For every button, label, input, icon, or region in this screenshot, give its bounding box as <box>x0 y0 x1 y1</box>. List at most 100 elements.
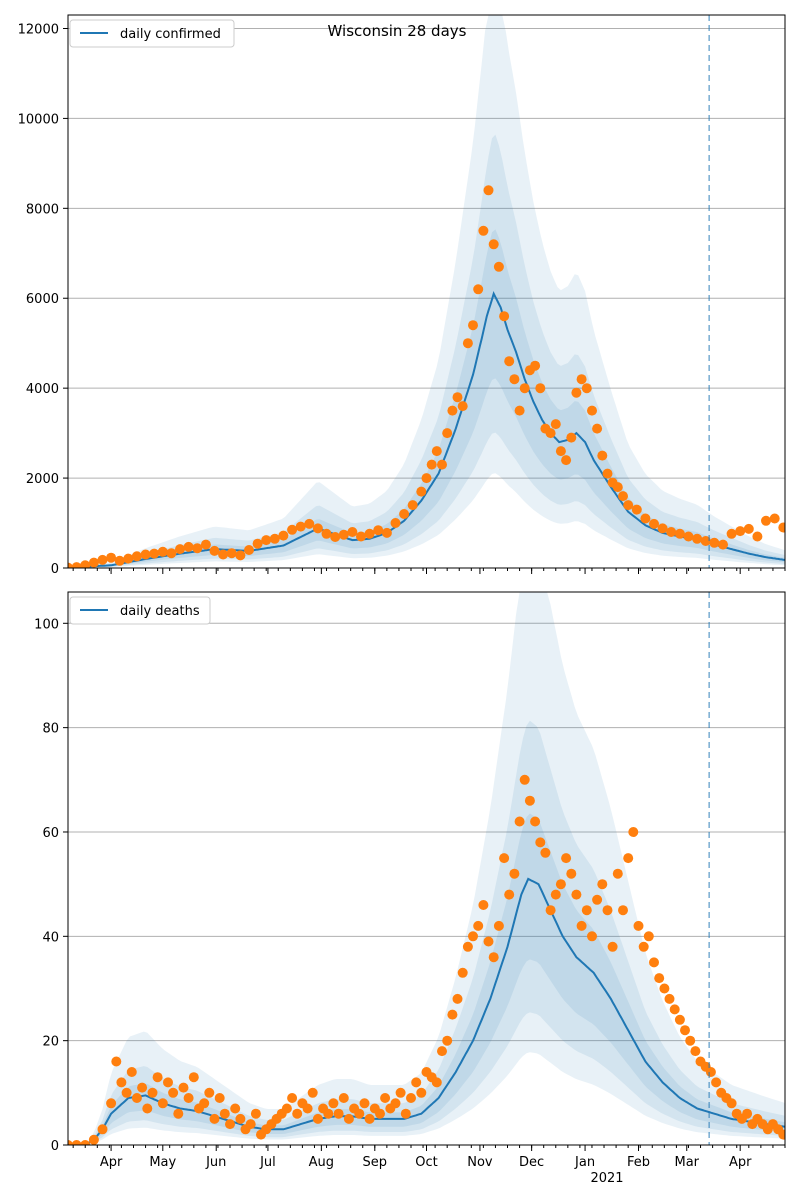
confirmed-observed-point <box>407 500 418 511</box>
deaths-observed-point <box>550 889 561 900</box>
confirmed-ytick-label: 12000 <box>18 22 59 37</box>
deaths-observed-point <box>493 920 504 931</box>
confirmed-observed-point <box>752 531 763 542</box>
confirmed-observed-point <box>71 562 82 568</box>
confirmed-x-ticks <box>72 568 786 574</box>
confirmed-observed-point <box>131 551 142 562</box>
confirmed-observed-point <box>381 527 392 538</box>
deaths-observed-point <box>705 1067 716 1077</box>
confirmed-observed-point <box>140 549 151 560</box>
month-label: Feb <box>627 1155 650 1170</box>
deaths-observed-point <box>674 1014 685 1025</box>
deaths-observed-point <box>483 936 494 947</box>
deaths-observed-point <box>406 1093 416 1103</box>
confirmed-observed-point <box>330 532 341 542</box>
deaths-x-ticks <box>72 1145 786 1151</box>
confirmed-observed-point <box>618 491 628 502</box>
confirmed-ytick-label: 0 <box>51 562 59 577</box>
confirmed-observed-point <box>519 383 530 394</box>
confirmed-observed-point <box>592 423 603 434</box>
confirmed-observed-point <box>218 549 229 560</box>
confirmed-observed-point <box>462 338 473 349</box>
confirmed-y-ticks: 0 2000 4000 6000 8000 10000 12000 <box>18 22 68 577</box>
deaths-observed-point <box>473 920 484 931</box>
deaths-observed-point <box>654 973 665 984</box>
deaths-observed-point <box>488 952 499 963</box>
deaths-observed-point <box>555 879 566 890</box>
month-labels: Apr May Jun Jul Aug Sep Oct Nov Dec Jan Feb Mar Apr <box>100 1155 752 1170</box>
confirmed-observed-point <box>295 521 306 532</box>
deaths-band-2 <box>68 813 785 1145</box>
deaths-observed-point <box>535 837 546 848</box>
confirmed-ytick-label: 6000 <box>26 292 59 307</box>
deaths-observed-point <box>618 905 628 916</box>
deaths-observed-point <box>411 1077 422 1088</box>
confirmed-observed-point <box>602 468 613 479</box>
deaths-observed-point <box>225 1119 235 1130</box>
deaths-observed-point <box>126 1067 137 1077</box>
deaths-observed-point <box>628 827 639 837</box>
deaths-observed-point <box>302 1103 313 1114</box>
confirmed-observed-point <box>649 518 659 529</box>
deaths-y-ticks: 0 20 40 60 80 100 <box>34 617 68 1154</box>
confirmed-observed-point <box>373 525 384 536</box>
deaths-observed-point <box>111 1056 122 1067</box>
deaths-observed-point <box>540 847 551 858</box>
deaths-observed-point <box>597 879 608 890</box>
deaths-observed-point <box>219 1108 230 1119</box>
deaths-uncertainty-bands <box>68 592 785 1145</box>
confirmed-observed-point <box>576 374 587 385</box>
confirmed-legend-label: daily confirmed <box>120 27 221 42</box>
confirmed-observed-point <box>692 533 703 544</box>
confirmed-observed-point <box>483 185 494 196</box>
deaths-observed-point <box>431 1077 442 1088</box>
confirmed-observed-point <box>478 225 489 236</box>
deaths-band-0 <box>68 592 785 1145</box>
deaths-observed-point <box>638 941 649 952</box>
month-label: Nov <box>467 1155 493 1170</box>
deaths-observed-point <box>561 853 572 864</box>
confirmed-observed-point <box>304 518 315 529</box>
confirmed-model-curve <box>68 290 785 568</box>
deaths-observed-point <box>80 1140 91 1145</box>
confirmed-observed-point <box>530 360 541 371</box>
confirmed-legend-box <box>69 19 235 48</box>
confirmed-observed-point <box>390 518 401 528</box>
deaths-band-1 <box>68 720 785 1145</box>
confirmed-observed-point <box>657 523 668 534</box>
deaths-observed-point <box>623 853 634 864</box>
deaths-observed-point <box>147 1087 158 1098</box>
month-label: Aug <box>309 1155 334 1170</box>
confirmed-observed-point <box>473 284 484 295</box>
confirmed-observed-point <box>640 513 651 524</box>
confirmed-observed-point <box>587 405 597 416</box>
deaths-observed-point <box>157 1098 168 1109</box>
confirmed-observed-point <box>421 473 432 484</box>
deaths-observed-point <box>354 1108 365 1119</box>
deaths-observed-point <box>312 1113 323 1124</box>
deaths-observed-point <box>457 967 468 978</box>
confirmed-observed-point <box>252 538 263 549</box>
deaths-observed-point <box>685 1035 696 1046</box>
deaths-observed-point <box>633 920 644 931</box>
confirmed-observed-point <box>488 239 499 250</box>
deaths-observed-point <box>214 1093 225 1103</box>
confirmed-band-0 <box>68 15 785 568</box>
deaths-observed-point <box>183 1093 194 1103</box>
deaths-observed-point <box>514 816 525 827</box>
deaths-observed-points <box>68 774 785 1145</box>
deaths-observed-point <box>649 957 659 968</box>
deaths-observed-point <box>359 1098 370 1109</box>
confirmed-observed-point <box>175 544 185 555</box>
deaths-observed-point <box>343 1113 354 1124</box>
confirmed-observed-point <box>700 536 711 546</box>
confirmed-band-1 <box>68 134 785 568</box>
deaths-observed-point <box>587 931 597 942</box>
confirmed-model-line <box>68 290 785 568</box>
month-label: Jan <box>574 1155 595 1170</box>
figure-title: Wisconsin 28 days <box>328 22 467 40</box>
deaths-observed-point <box>643 931 654 942</box>
deaths-observed-point <box>468 931 478 942</box>
deaths-observed-point <box>509 868 520 879</box>
confirmed-observed-point <box>623 500 634 511</box>
